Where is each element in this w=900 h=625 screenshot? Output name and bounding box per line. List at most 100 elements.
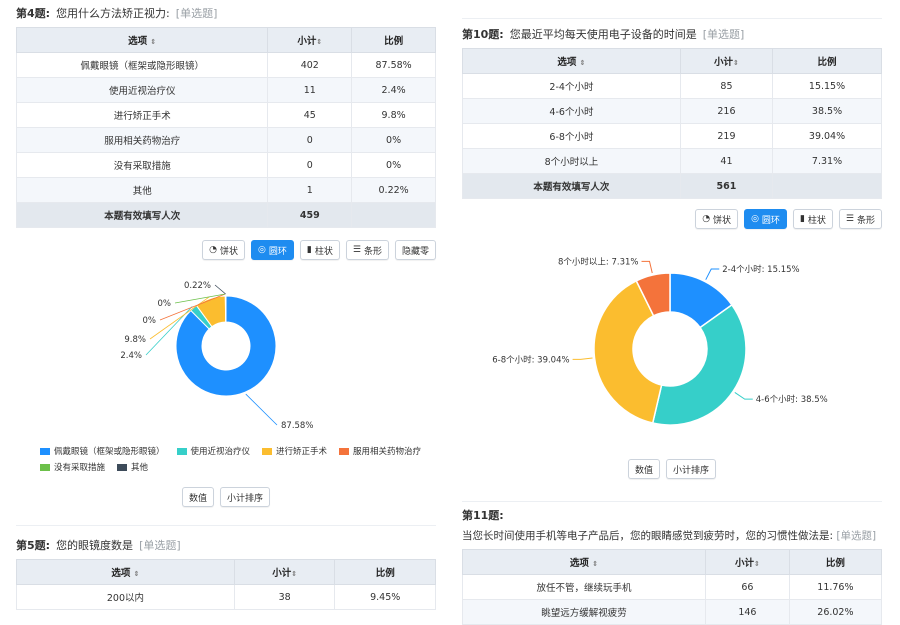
donut-slice[interactable] bbox=[593, 279, 663, 424]
total-label: 本题有效填写人次 bbox=[462, 173, 681, 199]
col-count-header[interactable]: 小计⇕ bbox=[267, 27, 353, 53]
q4-bottom-buttons: 数值 小计排序 bbox=[16, 487, 436, 507]
q5-type: [单选题] bbox=[139, 539, 181, 552]
leader-line bbox=[159, 293, 226, 321]
chart-type-button[interactable]: ◔ 饼状 bbox=[202, 240, 246, 260]
donut-slice[interactable] bbox=[224, 295, 227, 323]
cell-count: 402 bbox=[267, 52, 353, 78]
table-row: 8个小时以上 41 7.31% bbox=[462, 148, 882, 174]
pie-icon: ◔ bbox=[702, 214, 711, 224]
chart-type-button[interactable]: ☰ 条形 bbox=[838, 209, 882, 229]
q5-title: 您的眼镜度数是 bbox=[56, 539, 134, 552]
donut-slice[interactable] bbox=[651, 303, 747, 426]
total-value: 561 bbox=[679, 173, 774, 199]
legend-item[interactable]: 进行矫正手术 bbox=[262, 445, 327, 457]
cell-pct: 11.76% bbox=[788, 574, 883, 600]
col-pct-header: 比例 bbox=[788, 549, 883, 575]
col-option-header[interactable]: 选项 ⇕ bbox=[15, 27, 269, 53]
q10-type: [单选题] bbox=[702, 28, 745, 41]
chart-type-button[interactable]: ◎ 圆环 bbox=[251, 240, 294, 260]
chart-type-button[interactable]: 隐藏零 bbox=[394, 240, 436, 260]
cell-option: 佩戴眼镜（框架或隐形眼镜） bbox=[15, 52, 269, 78]
total-row: 本题有效填写人次 459 bbox=[15, 202, 436, 228]
q4-title: 您用什么方法矫正视力: bbox=[56, 7, 170, 20]
pie-icon: ◔ bbox=[209, 245, 218, 255]
table-row: 放任不管，继续玩手机 66 11.76% bbox=[461, 574, 883, 600]
bar-icon: ▮ bbox=[799, 214, 805, 224]
chart-type-label: 隐藏零 bbox=[401, 246, 429, 257]
col-pct-header: 比例 bbox=[334, 559, 436, 585]
q4-legend: 佩戴眼镜（框架或隐形眼镜） 使用近视治疗仪 进行矫正手术 服用相关药物治疗没有采取措施… bbox=[40, 445, 430, 473]
legend-label: 没有采取措施 bbox=[54, 463, 106, 473]
data-label: 8个小时以上: 7.31% bbox=[558, 256, 638, 267]
cell-option: 使用近视治疗仪 bbox=[15, 77, 269, 103]
cell-pct: 9.8% bbox=[351, 102, 436, 128]
sort-button[interactable]: 小计排序 bbox=[666, 459, 717, 479]
cell-option: 其他 bbox=[15, 177, 269, 203]
q11-number: 第11题: bbox=[462, 509, 504, 522]
legend-label: 服用相关药物治疗 bbox=[353, 447, 422, 457]
data-label: 2-4个小时: 15.15% bbox=[722, 264, 799, 275]
cell-count: 45 bbox=[267, 102, 353, 128]
q4-header: 第4题: 您用什么方法矫正视力: [单选题] bbox=[16, 2, 436, 24]
q11-title: 当您长时间使用手机等电子产品后，您的眼睛感觉到疲劳时，您的习惯性做法是: bbox=[462, 530, 834, 542]
total-empty bbox=[351, 202, 436, 228]
table-row: 6-8个小时 219 39.04% bbox=[462, 123, 882, 149]
legend-label: 使用近视治疗仪 bbox=[190, 447, 251, 457]
cell-option: 200以内 bbox=[16, 584, 235, 610]
total-value: 459 bbox=[267, 202, 353, 228]
cell-count: 0 bbox=[267, 152, 353, 178]
chart-type-button[interactable]: ▮ 柱状 bbox=[299, 240, 340, 260]
sort-button[interactable]: 小计排序 bbox=[220, 487, 271, 507]
legend-item[interactable]: 使用近视治疗仪 bbox=[176, 445, 251, 457]
col-option-header[interactable]: 选项 ⇕ bbox=[461, 549, 707, 575]
hbar-icon: ☰ bbox=[845, 214, 854, 224]
chart-type-button[interactable]: ☰ 条形 bbox=[345, 240, 389, 260]
data-label: 9.8% bbox=[124, 335, 146, 345]
chart-type-button[interactable]: ◎ 圆环 bbox=[744, 209, 787, 229]
legend-item[interactable]: 服用相关药物治疗 bbox=[339, 445, 421, 457]
q5-header: 第5题: 您的眼镜度数是 [单选题] bbox=[16, 534, 436, 556]
col-option-header[interactable]: 选项 ⇕ bbox=[16, 559, 235, 585]
chart-type-label: 柱状 bbox=[314, 246, 333, 257]
legend-swatch bbox=[40, 463, 50, 471]
chart-type-button[interactable]: ▮ 柱状 bbox=[792, 209, 833, 229]
donut-icon: ◎ bbox=[258, 245, 266, 255]
q4-section: 第4题: 您用什么方法矫正视力: [单选题] 选项 ⇕ 小计⇕ 比例 佩戴眼镜（… bbox=[15, 0, 436, 610]
col-count-header[interactable]: 小计⇕ bbox=[679, 48, 774, 74]
chart-type-label: 饼状 bbox=[713, 215, 732, 226]
col-count-header[interactable]: 小计⇕ bbox=[233, 559, 336, 585]
value-button[interactable]: 数值 bbox=[627, 459, 660, 479]
q11-title-line: 当您长时间使用手机等电子产品后，您的眼睛感觉到疲劳时，您的习惯性做法是: [单选… bbox=[462, 528, 882, 543]
col-pct-header: 比例 bbox=[772, 48, 882, 74]
cell-count: 0 bbox=[267, 127, 353, 153]
legend-item[interactable]: 没有采取措施 bbox=[40, 461, 105, 473]
table-row: 眺望远方缓解视疲劳 146 26.02% bbox=[461, 599, 883, 625]
chart-type-label: 条形 bbox=[856, 215, 875, 226]
q4-type: [单选题] bbox=[175, 7, 218, 20]
q5-number: 第5题: bbox=[16, 539, 51, 552]
table-row: 没有采取措施 0 0% bbox=[15, 152, 436, 178]
cell-pct: 7.31% bbox=[772, 148, 882, 174]
cell-option: 没有采取措施 bbox=[15, 152, 269, 178]
total-empty bbox=[772, 173, 882, 199]
chart-type-button[interactable]: ◔ 饼状 bbox=[695, 209, 739, 229]
data-label: 4-6个小时: 38.5% bbox=[756, 394, 828, 405]
cell-pct: 2.4% bbox=[351, 77, 436, 103]
value-button[interactable]: 数值 bbox=[181, 487, 214, 507]
q10-bottom-buttons: 数值 小计排序 bbox=[462, 459, 882, 479]
cell-pct: 38.5% bbox=[772, 98, 882, 124]
table-row: 2-4个小时 85 15.15% bbox=[462, 73, 882, 99]
col-option-header[interactable]: 选项 ⇕ bbox=[462, 48, 681, 74]
col-count-header[interactable]: 小计⇕ bbox=[705, 549, 790, 575]
data-label: 0% bbox=[158, 299, 172, 309]
legend-label: 其他 bbox=[131, 463, 149, 473]
cell-pct: 9.45% bbox=[334, 584, 436, 610]
cell-option: 眺望远方缓解视疲劳 bbox=[461, 599, 707, 625]
donut-slice[interactable] bbox=[635, 272, 671, 317]
chart-type-label: 条形 bbox=[363, 246, 382, 257]
legend-item[interactable]: 其他 bbox=[117, 461, 148, 473]
table-row: 使用近视治疗仪 11 2.4% bbox=[15, 77, 436, 103]
cell-option: 6-8个小时 bbox=[462, 123, 681, 149]
legend-item[interactable]: 佩戴眼镜（框架或隐形眼镜） bbox=[40, 445, 165, 457]
